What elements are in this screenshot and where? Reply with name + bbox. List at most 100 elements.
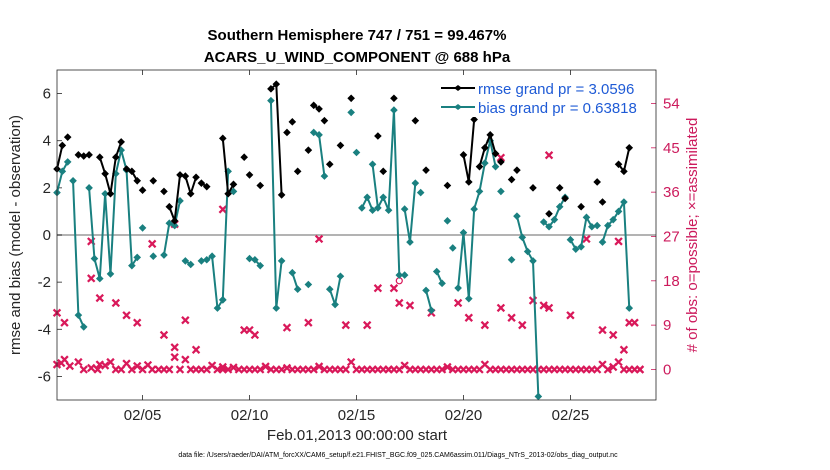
bias-point (256, 261, 265, 270)
bias-point (475, 187, 484, 196)
rmse-point (149, 176, 158, 185)
bias-point (571, 245, 580, 253)
obs-assimilated-point (630, 318, 639, 327)
bias-point (588, 222, 596, 231)
bias-point (176, 197, 184, 205)
bias-point (288, 268, 297, 277)
legend-box (438, 79, 650, 117)
rmse-point (309, 101, 318, 110)
bias-point (555, 202, 564, 211)
rmse-point (491, 149, 500, 158)
obs-assimilated-point (544, 303, 554, 313)
bias-point (208, 252, 216, 261)
bias-point (395, 271, 404, 279)
obs-assimilated-point (111, 298, 121, 308)
bias-point (133, 253, 142, 262)
bias-point (427, 306, 436, 315)
obs-assimilated-point (609, 330, 618, 340)
bias-point (85, 184, 93, 192)
rmse-point (336, 141, 345, 150)
obs-assimilated-point (362, 320, 372, 330)
obs-assimilated-point (79, 365, 88, 374)
rmse-point (133, 176, 142, 185)
rmse-point (256, 181, 265, 190)
bias-point (245, 254, 254, 263)
legend: rmse grand pr = 3.0596 bias grand pr = 0… (438, 79, 650, 117)
obs-assimilated-point (87, 363, 96, 373)
obs-assimilated-point (341, 365, 351, 374)
obs-assimilated-point (373, 283, 383, 293)
bias-point (523, 247, 532, 256)
legend-marker-rmse (454, 85, 462, 91)
rmse-point (507, 175, 516, 184)
bias-point (149, 252, 158, 261)
y-tick-label: 2 (43, 180, 51, 197)
rmse-point (481, 143, 489, 152)
rmse-point (620, 167, 628, 176)
obs-assimilated-point (566, 311, 575, 320)
rmse-point (555, 184, 564, 192)
bias-point (90, 254, 99, 263)
rmse-point (117, 138, 125, 146)
x-tick-label: 02/10 (231, 407, 269, 424)
obs-assimilated-point (95, 293, 104, 303)
rmse-point (577, 202, 585, 211)
obs-assimilated-point (175, 365, 185, 374)
bias-point (497, 187, 505, 196)
rmse-point (459, 151, 468, 159)
obs-assimilated-point (282, 323, 292, 332)
bias-point (277, 257, 286, 265)
bias-point (465, 294, 473, 303)
bias-point (539, 218, 548, 226)
obs-assimilated-point (437, 365, 447, 374)
rmse-point (170, 217, 179, 225)
bias-point (138, 224, 147, 232)
rmse-point (486, 131, 495, 139)
y-tick-label: 4 (43, 133, 51, 150)
rmse-point (304, 146, 313, 154)
rmse-point (625, 143, 634, 152)
y-right-tick-label: 54 (663, 95, 680, 112)
y-tick-label: -2 (38, 274, 51, 291)
obs-assimilated-point (87, 274, 96, 283)
bias-point (614, 207, 623, 216)
bias-point (186, 260, 195, 269)
chart-subtitle: ACARS_U_WIND_COMPONENT @ 688 hPa (204, 49, 511, 66)
bias-line-segment (425, 290, 433, 311)
bias-point (625, 304, 634, 312)
bias-point (582, 213, 591, 222)
bias-point (513, 212, 521, 220)
bias-point (352, 148, 361, 157)
y-axis-right-label: # of obs: o=possible; ×=assimilated (684, 118, 701, 353)
y-tick-label: 0 (43, 227, 51, 244)
y-tick-label: -6 (38, 368, 51, 385)
obs-assimilated-point (282, 363, 292, 373)
rmse-point (443, 181, 452, 190)
bias-point (325, 285, 334, 294)
obs-assimilated-point (147, 239, 157, 249)
legend-entry-rmse: rmse grand pr = 3.0596 (441, 81, 634, 98)
bias-point (218, 296, 227, 304)
rmse-point (288, 118, 297, 126)
rmse-line-segment (478, 133, 497, 167)
rmse-point (240, 153, 248, 162)
bias-point (358, 204, 366, 212)
bias-point (432, 267, 441, 276)
rmse-point (545, 209, 553, 218)
bias-point (406, 238, 414, 246)
obs-assimilated-point (147, 365, 157, 374)
x-tick-labels: 02/05 02/10 02/15 02/20 02/25 (124, 407, 589, 424)
obs-assimilated-point (159, 330, 169, 340)
bias-point (368, 206, 377, 215)
bias-point (106, 270, 115, 278)
bias-point (363, 193, 371, 202)
obs-assimilated-point (496, 153, 506, 162)
bias-point (411, 179, 420, 187)
obs-assimilated-point (384, 365, 393, 374)
bias-point (95, 274, 104, 283)
obs-assimilated-point (170, 343, 179, 352)
obs-assimilated-point (389, 283, 399, 293)
bias-point (272, 304, 281, 312)
obs-assimilated-point (133, 361, 142, 371)
rmse-point (202, 182, 211, 191)
